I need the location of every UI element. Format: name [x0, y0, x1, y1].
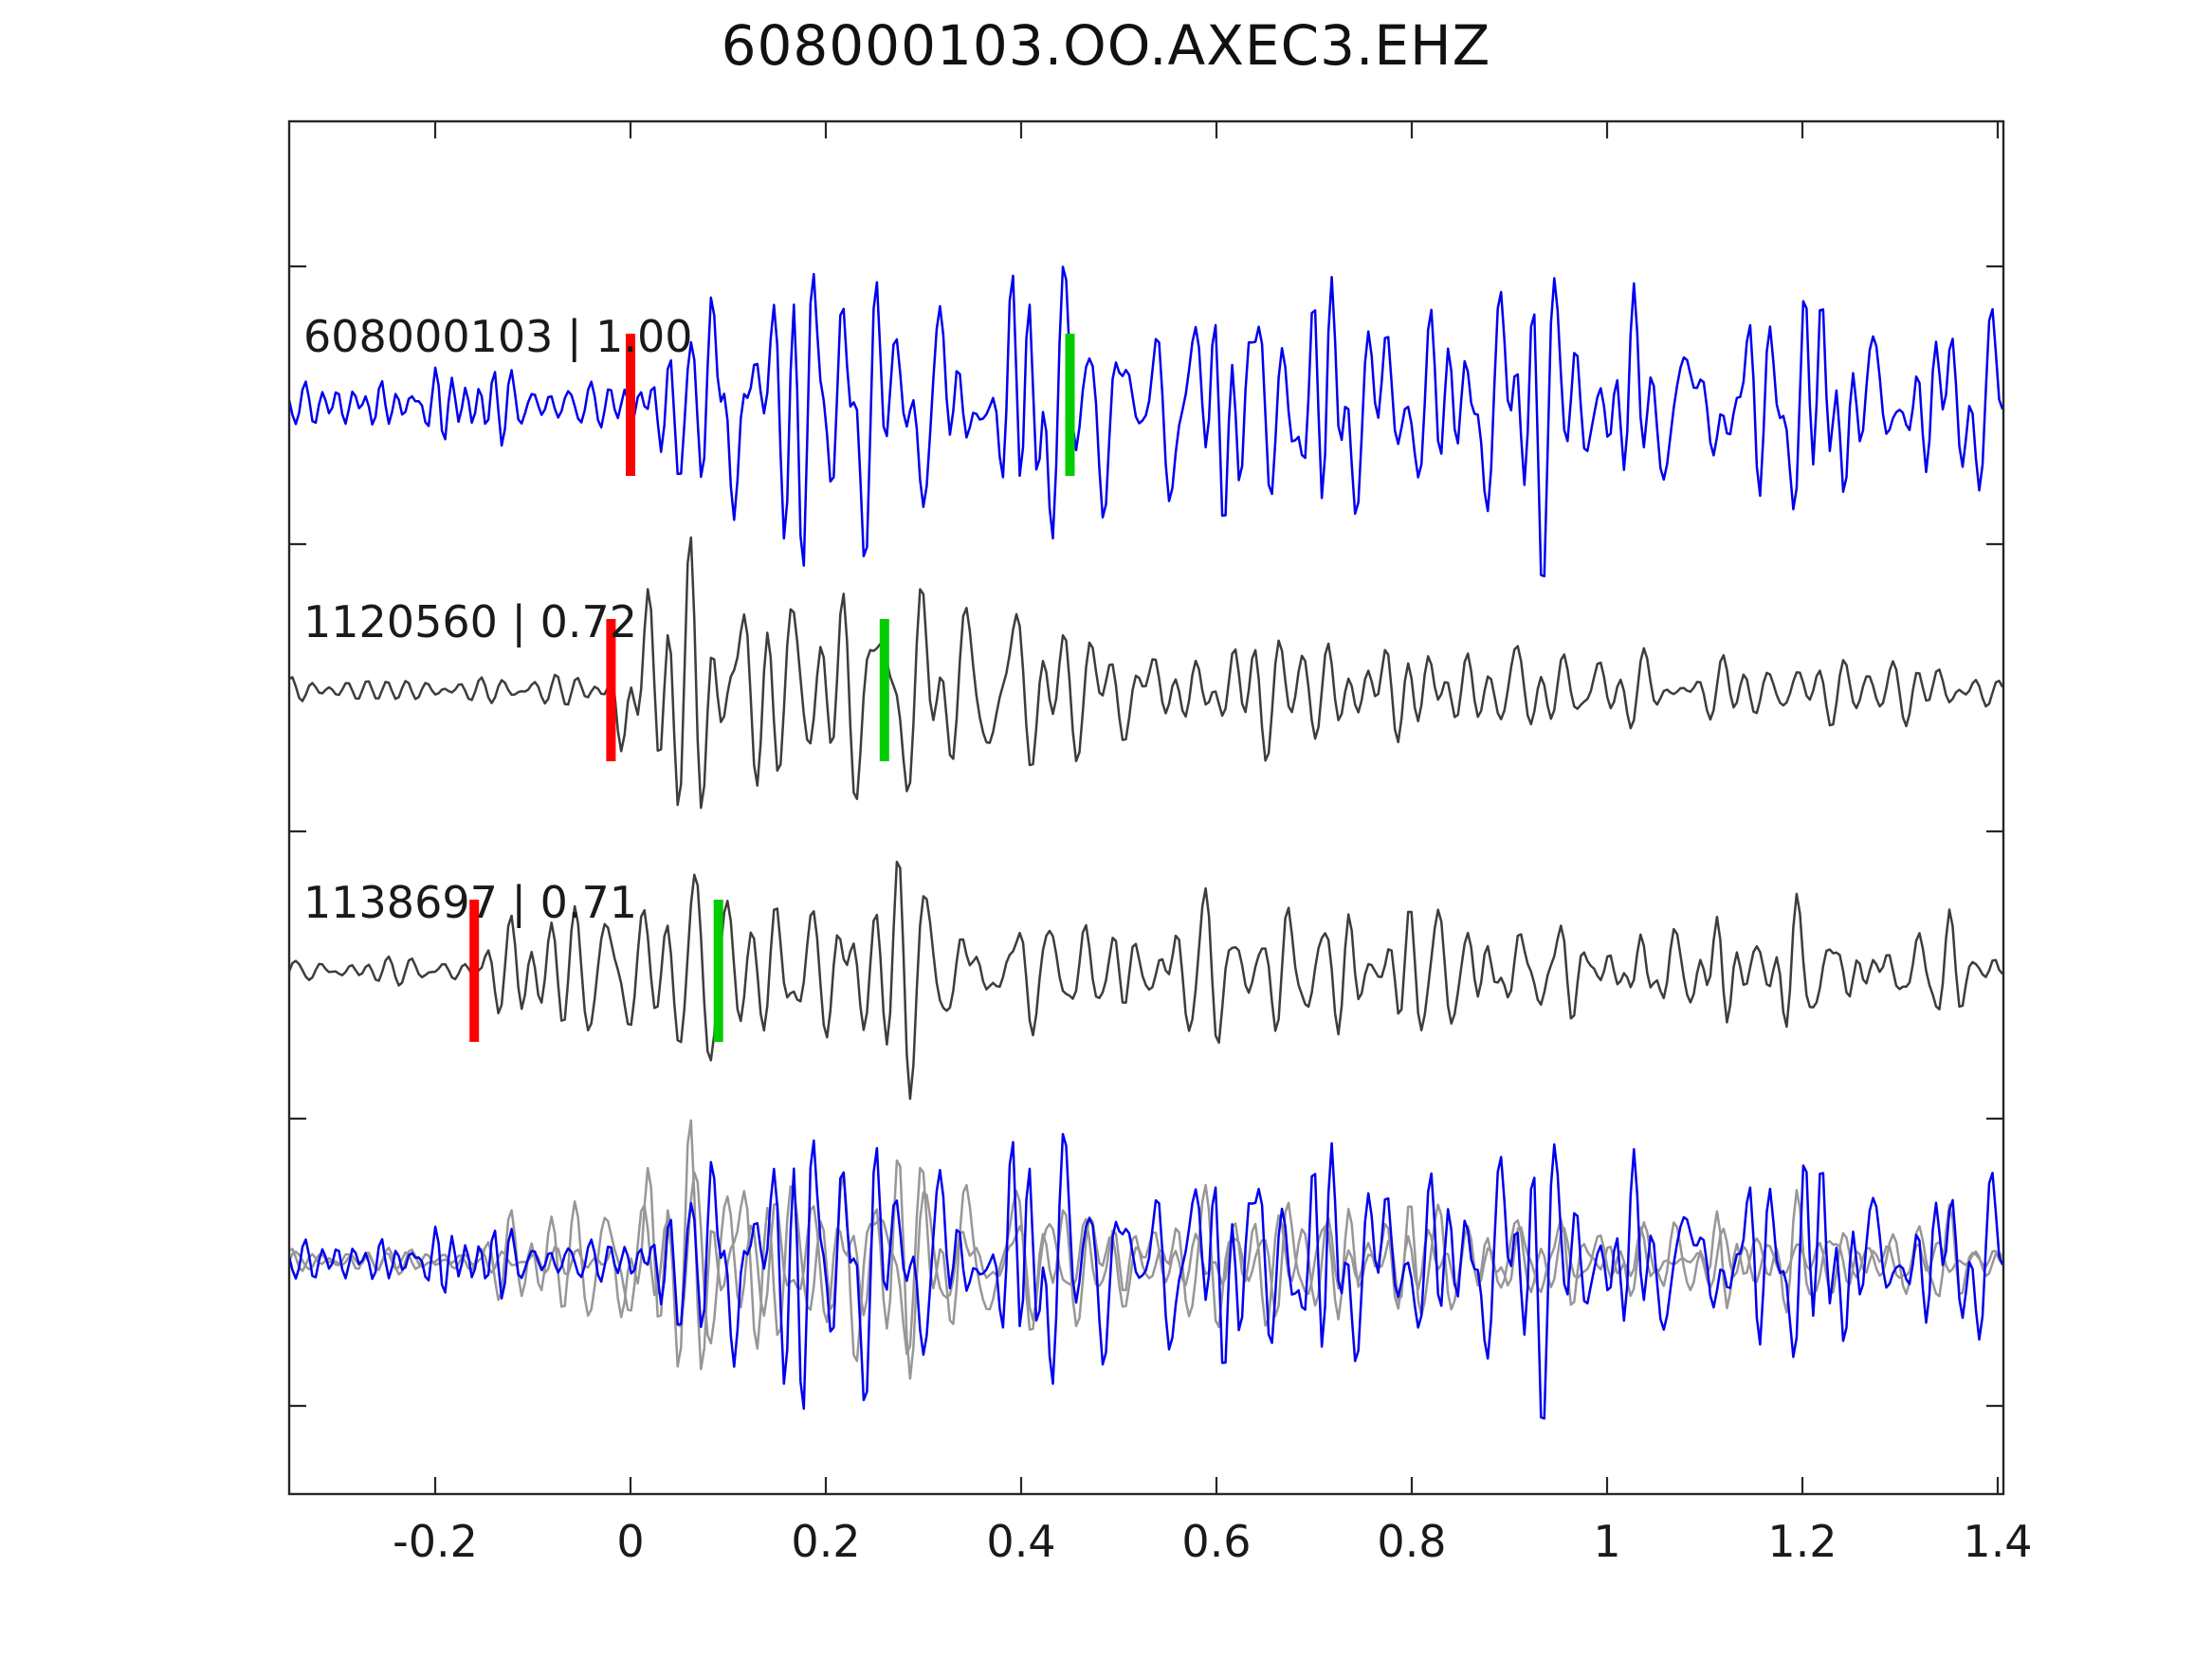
waveform-trace-1138697: [290, 860, 2002, 1101]
x-tick-label: 0.8: [1377, 1516, 1446, 1567]
overlay-trace-1120560: [290, 1119, 2002, 1371]
x-tick-label: 1.2: [1767, 1516, 1837, 1567]
pick-marker-green-608000103: [1065, 334, 1075, 476]
trace-label-1120560: 1120560 | 0.72: [303, 596, 637, 648]
trace-label-1138697: 1138697 | 0.71: [303, 877, 637, 929]
x-tick-label: 0.4: [986, 1516, 1055, 1567]
waveform-trace-1120560: [290, 536, 2002, 810]
chart-title: 608000103.OO.AXEC3.EHZ: [721, 13, 1491, 78]
x-tick-label: 0: [616, 1516, 644, 1567]
pick-marker-red-1120560: [606, 619, 616, 761]
pick-marker-green-1120560: [879, 619, 889, 761]
x-tick-label: 0.6: [1181, 1516, 1251, 1567]
axes-box: [287, 119, 2005, 1496]
pick-marker-red-608000103: [626, 334, 635, 476]
x-tick-label: 1: [1593, 1516, 1620, 1567]
x-tick-label: 0.2: [791, 1516, 860, 1567]
waveform-trace-608000103: [290, 265, 2002, 578]
x-tick-label: -0.2: [393, 1516, 478, 1567]
x-tick-label: 1.4: [1963, 1516, 2032, 1567]
overlay-trace-608000103: [290, 1132, 2002, 1420]
overlay-trace-1138697: [290, 1159, 2002, 1380]
trace-layer: [290, 265, 2002, 1420]
pick-marker-red-1138697: [469, 900, 480, 1042]
trace-label-608000103: 608000103 | 1.00: [303, 311, 693, 363]
pick-marker-green-1138697: [713, 900, 723, 1042]
